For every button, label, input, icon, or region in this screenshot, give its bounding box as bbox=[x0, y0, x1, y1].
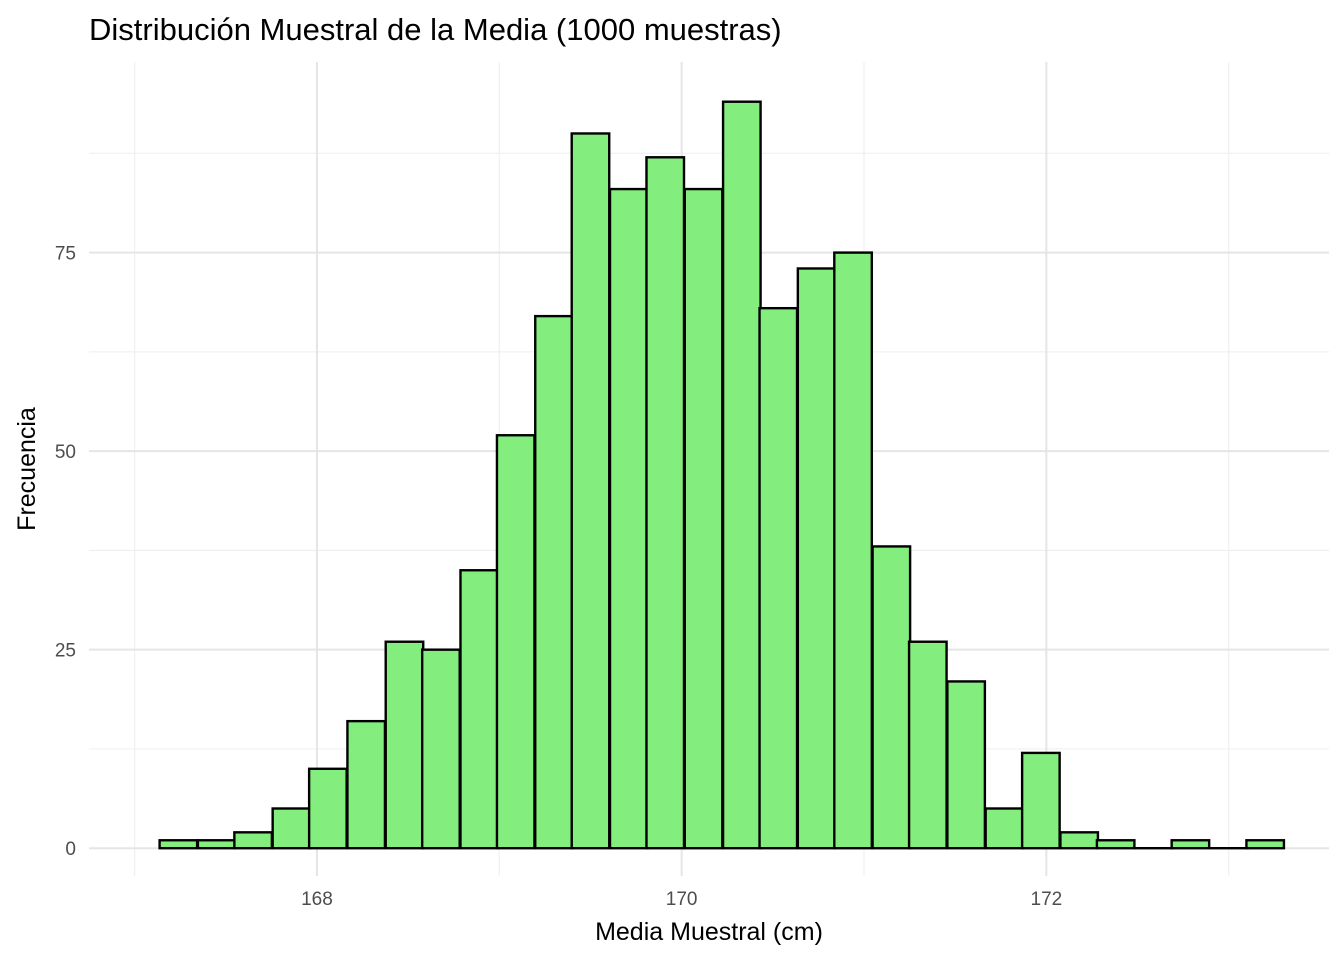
histogram-bar bbox=[796, 267, 837, 850]
histogram-bar bbox=[1245, 839, 1286, 850]
x-tick-label: 170 bbox=[666, 889, 698, 910]
histogram-bar bbox=[721, 100, 762, 850]
histogram-bars bbox=[158, 100, 1286, 850]
x-axis-title: Media Muestral (cm) bbox=[595, 918, 823, 946]
histogram-bar bbox=[683, 187, 724, 850]
histogram-bar bbox=[307, 767, 348, 850]
histogram-bar bbox=[608, 187, 649, 850]
histogram-bar bbox=[271, 807, 312, 850]
histogram-bar bbox=[346, 719, 387, 850]
chart-title: Distribución Muestral de la Media (1000 … bbox=[89, 12, 782, 47]
histogram-bar bbox=[495, 434, 536, 850]
y-tick-label: 25 bbox=[55, 641, 76, 662]
histogram-bar bbox=[233, 831, 274, 850]
y-tick-label: 0 bbox=[65, 839, 76, 860]
histogram-bar bbox=[1059, 831, 1100, 850]
histogram-bar bbox=[645, 156, 686, 850]
histogram-bar bbox=[984, 807, 1025, 850]
y-axis-title: Frecuencia bbox=[13, 407, 41, 531]
y-tick-label: 50 bbox=[55, 442, 76, 463]
histogram-bar bbox=[459, 569, 500, 850]
histogram-bar bbox=[758, 306, 799, 850]
histogram-bar bbox=[384, 640, 425, 850]
x-tick-label: 172 bbox=[1031, 889, 1063, 910]
y-axis-tick-labels: 0 25 50 75 bbox=[55, 244, 76, 861]
histogram-bar bbox=[1170, 839, 1211, 850]
histogram-bar bbox=[420, 648, 461, 850]
histogram-bar bbox=[946, 680, 987, 850]
x-tick-label: 168 bbox=[301, 889, 333, 910]
histogram-bar bbox=[1095, 839, 1136, 850]
histogram-bar bbox=[196, 839, 237, 850]
y-tick-label: 75 bbox=[55, 244, 76, 265]
x-axis-tick-labels: 168 170 172 bbox=[301, 889, 1062, 910]
histogram-bar bbox=[907, 640, 948, 850]
histogram-bar bbox=[570, 132, 611, 850]
histogram-bar bbox=[833, 251, 874, 850]
histogram-bar bbox=[1020, 751, 1061, 850]
histogram-bar bbox=[158, 839, 199, 850]
histogram-bar bbox=[534, 314, 574, 850]
histogram-bar bbox=[871, 545, 912, 850]
